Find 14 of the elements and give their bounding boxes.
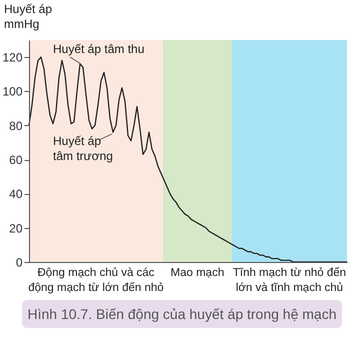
text: Động mạch chủ và các động mạch từ lớn đến nhỏ: [28, 267, 164, 294]
y-axis-title: Huyết áp mmHg: [4, 2, 52, 31]
y-tick-label: 80: [9, 118, 23, 133]
y-tick-label: 60: [9, 153, 23, 168]
annotation: Huyết áp tâm thu: [53, 42, 144, 56]
text: Hình 10.7. Biến động của huyết áp trong hệ mạch: [22, 300, 342, 328]
y-tick-label: 20: [9, 221, 23, 236]
y-tick-label: 100: [2, 84, 23, 99]
text: Tĩnh mạch từ nhỏ đến lớn và tĩnh mạch chủ: [232, 267, 346, 294]
annotation: Huyết áp tâm trương: [53, 134, 113, 163]
text: Mao mạch: [170, 267, 224, 279]
y-tick-label: 0: [16, 256, 23, 270]
y-tick-label: 120: [2, 50, 23, 65]
y-tick-label: 40: [9, 187, 23, 202]
